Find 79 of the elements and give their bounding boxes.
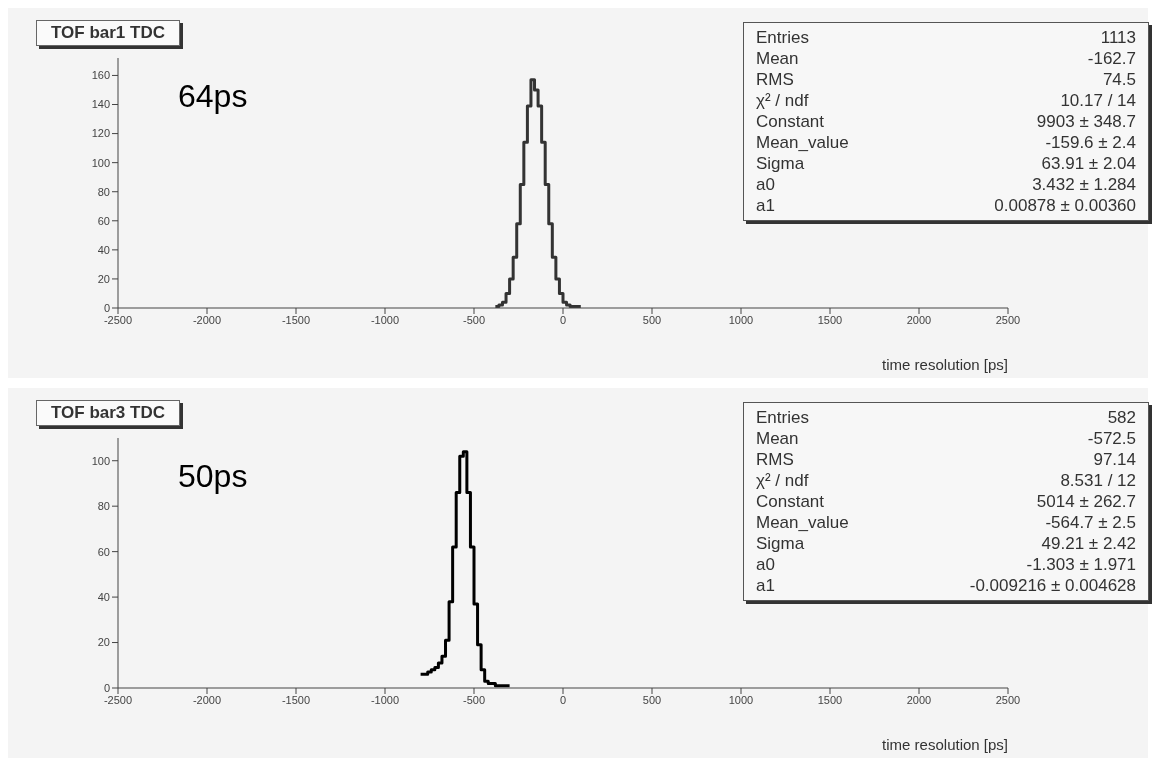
x-tick-label: 2500 [995,313,1021,326]
x-tick-label: -2500 [103,693,133,706]
y-tick-label: 20 [97,636,110,649]
annotation: Sigma [756,533,805,554]
chart-title: TOF bar1 TDC [36,20,180,46]
x-tick-label: 0 [559,693,567,706]
text: -159.6 ± 2.4 [1045,133,1136,152]
annotation: a1 [756,195,775,216]
annotation: Mean [756,428,799,449]
text: 5014 ± 262.7 [1036,492,1136,511]
text: -572.5 [1087,429,1136,448]
annotation: a1 [756,575,775,596]
x-tick-label: 0 [559,313,567,326]
annotation: 50ps [178,458,248,495]
x-tick-label: -500 [462,693,486,706]
annotation: 0.00878 ± 0.00360 [994,195,1136,216]
annotation: Sigma [756,153,805,174]
y-tick-label: 60 [97,214,110,227]
x-tick-label: -1000 [370,693,400,706]
text: 74.5 [1102,70,1136,89]
text: -162.7 [1087,49,1136,68]
annotation: χ² / ndf [756,90,809,111]
text: 9903 ± 348.7 [1036,112,1136,131]
annotation: Mean_value [756,512,849,533]
annotation: Mean_value [756,132,849,153]
x-tick-label: 500 [642,693,662,706]
x-axis-title: time resolution [ps] [882,736,1008,753]
y-tick-label: 120 [91,127,110,140]
x-tick-label: -500 [462,313,486,326]
annotation: RMS [756,449,794,470]
y-tick-label: 0 [103,301,110,314]
x-tick-label: 2500 [995,693,1021,706]
annotation: a0 [756,174,775,195]
annotation: Constant [756,111,825,132]
x-tick-label: -2500 [103,313,133,326]
text: 582 [1107,408,1136,427]
y-tick-label: 100 [91,454,110,467]
text: 1113 [1100,28,1136,47]
text: -1.303 ± 1.971 [1026,555,1136,574]
x-tick-label: 2000 [906,313,932,326]
text: 8.531 / 12 [1060,471,1136,490]
text: 97.14 [1093,450,1136,469]
y-tick-label: 40 [97,243,110,256]
text: Entries [756,28,809,47]
annotation: RMS [756,69,794,90]
text: -564.7 ± 2.5 [1045,513,1136,532]
x-tick-label: 1000 [728,313,754,326]
y-tick-label: 60 [97,545,110,558]
text: 49.21 ± 2.42 [1041,534,1136,553]
x-tick-label: 1500 [817,313,843,326]
text: 3.432 ± 1.284 [1032,175,1136,194]
annotation: 64ps [178,78,248,115]
x-tick-label: 2000 [906,693,932,706]
y-tick-label: 100 [91,156,110,169]
y-tick-label: 80 [97,185,110,198]
y-tick-label: 140 [91,98,110,111]
x-tick-label: -1500 [281,693,311,706]
annotation: Constant [756,491,825,512]
x-tick-label: 1000 [728,693,754,706]
y-tick-label: 0 [103,681,110,694]
text: Entries [756,408,809,427]
x-tick-label: -2000 [192,693,222,706]
annotation: -0.009216 ± 0.004628 [969,575,1136,596]
annotation: a0 [756,554,775,575]
x-tick-label: -1000 [370,313,400,326]
x-tick-label: 1500 [817,693,843,706]
x-tick-label: 500 [642,313,662,326]
chart-title: TOF bar3 TDC [36,400,180,426]
x-tick-label: -2000 [192,313,222,326]
annotation: Mean [756,48,799,69]
x-axis-title: time resolution [ps] [882,356,1008,373]
text: 10.17 / 14 [1060,91,1136,110]
y-tick-label: 20 [97,272,110,285]
annotation: χ² / ndf [756,470,809,491]
text: 63.91 ± 2.04 [1041,154,1136,173]
x-tick-label: -1500 [281,313,311,326]
y-tick-label: 40 [97,591,110,603]
y-tick-label: 80 [97,500,110,513]
y-tick-label: 160 [91,69,110,82]
